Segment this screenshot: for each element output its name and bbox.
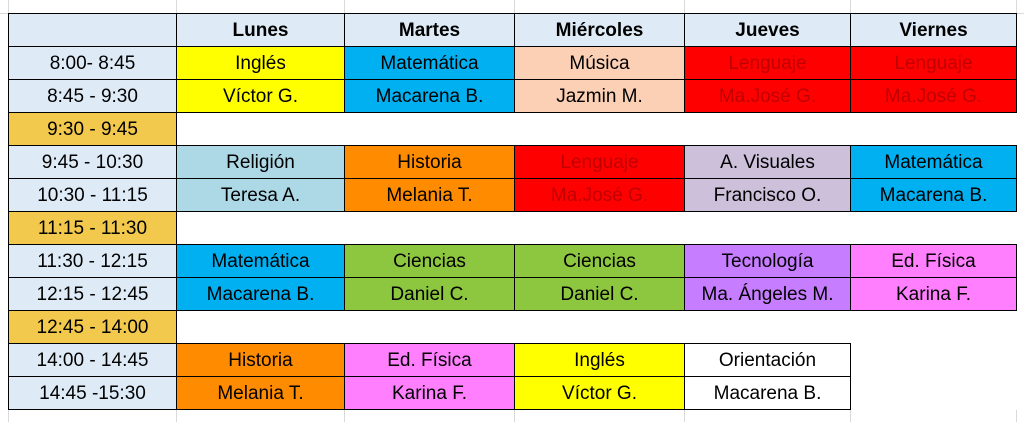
empty-cell[interactable] — [850, 310, 1017, 344]
subject-cell[interactable]: Francisco O. — [684, 178, 851, 212]
table-row: 10:30 - 11:15 Teresa A. Melania T. Ma.José … — [8, 178, 1017, 212]
schedule-table: Lunes Martes Miércoles Jueves Viernes 8:… — [8, 13, 1017, 410]
corner-cell[interactable] — [8, 13, 177, 47]
subject-cell[interactable]: Ma.José G. — [850, 79, 1017, 113]
subject-cell[interactable]: Historia — [344, 145, 515, 179]
subject-cell[interactable]: Tecnología — [684, 244, 851, 278]
subject-cell[interactable]: Macarena B. — [344, 79, 515, 113]
time-slot-cell[interactable]: 11:30 - 12:15 — [8, 244, 177, 278]
subject-cell[interactable]: Ed. Física — [344, 343, 515, 377]
subject-cell[interactable]: Macarena B. — [176, 277, 345, 311]
table-row: 14:00 - 14:45 Historia Ed. Física Inglés Ori… — [8, 343, 1017, 377]
empty-cell[interactable] — [850, 343, 1017, 377]
table-row: 9:45 - 10:30 Religión Historia Lenguaje A. V… — [8, 145, 1017, 179]
time-slot-cell[interactable]: 14:45 -15:30 — [8, 376, 177, 410]
subject-cell[interactable]: Inglés — [514, 343, 685, 377]
subject-cell[interactable]: Daniel C. — [514, 277, 685, 311]
table-row: 14:45 -15:30 Melania T. Karina F. Víctor G.… — [8, 376, 1017, 410]
time-slot-cell[interactable]: 9:30 - 9:45 — [8, 112, 177, 146]
subject-cell[interactable]: Orientación — [684, 343, 851, 377]
subject-cell[interactable]: A. Visuales — [684, 145, 851, 179]
day-header[interactable]: Jueves — [684, 13, 851, 47]
time-slot-cell[interactable]: 12:15 - 12:45 — [8, 277, 177, 311]
empty-cell[interactable] — [684, 310, 851, 344]
break-row: 9:30 - 9:45 — [8, 112, 1017, 146]
empty-cell[interactable] — [344, 310, 515, 344]
subject-cell[interactable]: Víctor G. — [176, 79, 345, 113]
time-slot-cell[interactable]: 8:00- 8:45 — [8, 46, 177, 80]
empty-cell[interactable] — [850, 211, 1017, 245]
subject-cell[interactable]: Ed. Física — [850, 244, 1017, 278]
subject-cell[interactable]: Música — [514, 46, 685, 80]
empty-cell[interactable] — [850, 112, 1017, 146]
day-header[interactable]: Lunes — [176, 13, 345, 47]
break-row: 12:45 - 14:00 — [8, 310, 1017, 344]
subject-cell[interactable]: Lenguaje — [514, 145, 685, 179]
subject-cell[interactable]: Lenguaje — [850, 46, 1017, 80]
empty-cell[interactable] — [176, 211, 345, 245]
empty-cell[interactable] — [514, 310, 685, 344]
table-row: 11:30 - 12:15 Matemática Ciencias Ciencias T… — [8, 244, 1017, 278]
subject-cell[interactable]: Ma. Ángeles M. — [684, 277, 851, 311]
day-header[interactable]: Martes — [344, 13, 515, 47]
subject-cell[interactable]: Melania T. — [344, 178, 515, 212]
subject-cell[interactable]: Jazmin M. — [514, 79, 685, 113]
subject-cell[interactable]: Matemática — [176, 244, 345, 278]
subject-cell[interactable]: Lenguaje — [684, 46, 851, 80]
subject-cell[interactable]: Macarena B. — [850, 178, 1017, 212]
header-row: Lunes Martes Miércoles Jueves Viernes — [8, 13, 1017, 47]
empty-cell[interactable] — [850, 376, 1017, 410]
subject-cell[interactable]: Matemática — [344, 46, 515, 80]
subject-cell[interactable]: Macarena B. — [684, 376, 851, 410]
subject-cell[interactable]: Ciencias — [514, 244, 685, 278]
subject-cell[interactable]: Matemática — [850, 145, 1017, 179]
empty-cell[interactable] — [684, 211, 851, 245]
empty-cell[interactable] — [176, 112, 345, 146]
table-row: 12:15 - 12:45 Macarena B. Daniel C. Daniel … — [8, 277, 1017, 311]
subject-cell[interactable]: Ma.José G. — [514, 178, 685, 212]
empty-cell[interactable] — [684, 112, 851, 146]
subject-cell[interactable]: Karina F. — [850, 277, 1017, 311]
empty-cell[interactable] — [344, 211, 515, 245]
time-slot-cell[interactable]: 8:45 - 9:30 — [8, 79, 177, 113]
subject-cell[interactable]: Teresa A. — [176, 178, 345, 212]
day-header[interactable]: Miércoles — [514, 13, 685, 47]
table-row: 8:00- 8:45 Inglés Matemática Música Lenguaje… — [8, 46, 1017, 80]
subject-cell[interactable]: Víctor G. — [514, 376, 685, 410]
subject-cell[interactable]: Karina F. — [344, 376, 515, 410]
time-slot-cell[interactable]: 10:30 - 11:15 — [8, 178, 177, 212]
time-slot-cell[interactable]: 12:45 - 14:00 — [8, 310, 177, 344]
empty-cell[interactable] — [514, 211, 685, 245]
subject-cell[interactable]: Ciencias — [344, 244, 515, 278]
time-slot-cell[interactable]: 9:45 - 10:30 — [8, 145, 177, 179]
empty-cell[interactable] — [344, 112, 515, 146]
empty-cell[interactable] — [514, 112, 685, 146]
table-row: 8:45 - 9:30 Víctor G. Macarena B. Jazmin M.… — [8, 79, 1017, 113]
time-slot-cell[interactable]: 14:00 - 14:45 — [8, 343, 177, 377]
subject-cell[interactable]: Inglés — [176, 46, 345, 80]
subject-cell[interactable]: Daniel C. — [344, 277, 515, 311]
day-header[interactable]: Viernes — [850, 13, 1017, 47]
time-slot-cell[interactable]: 11:15 - 11:30 — [8, 211, 177, 245]
gridline — [1016, 0, 1017, 422]
empty-cell[interactable] — [176, 310, 345, 344]
subject-cell[interactable]: Melania T. — [176, 376, 345, 410]
subject-cell[interactable]: Religión — [176, 145, 345, 179]
subject-cell[interactable]: Historia — [176, 343, 345, 377]
break-row: 11:15 - 11:30 — [8, 211, 1017, 245]
subject-cell[interactable]: Ma.José G. — [684, 79, 851, 113]
